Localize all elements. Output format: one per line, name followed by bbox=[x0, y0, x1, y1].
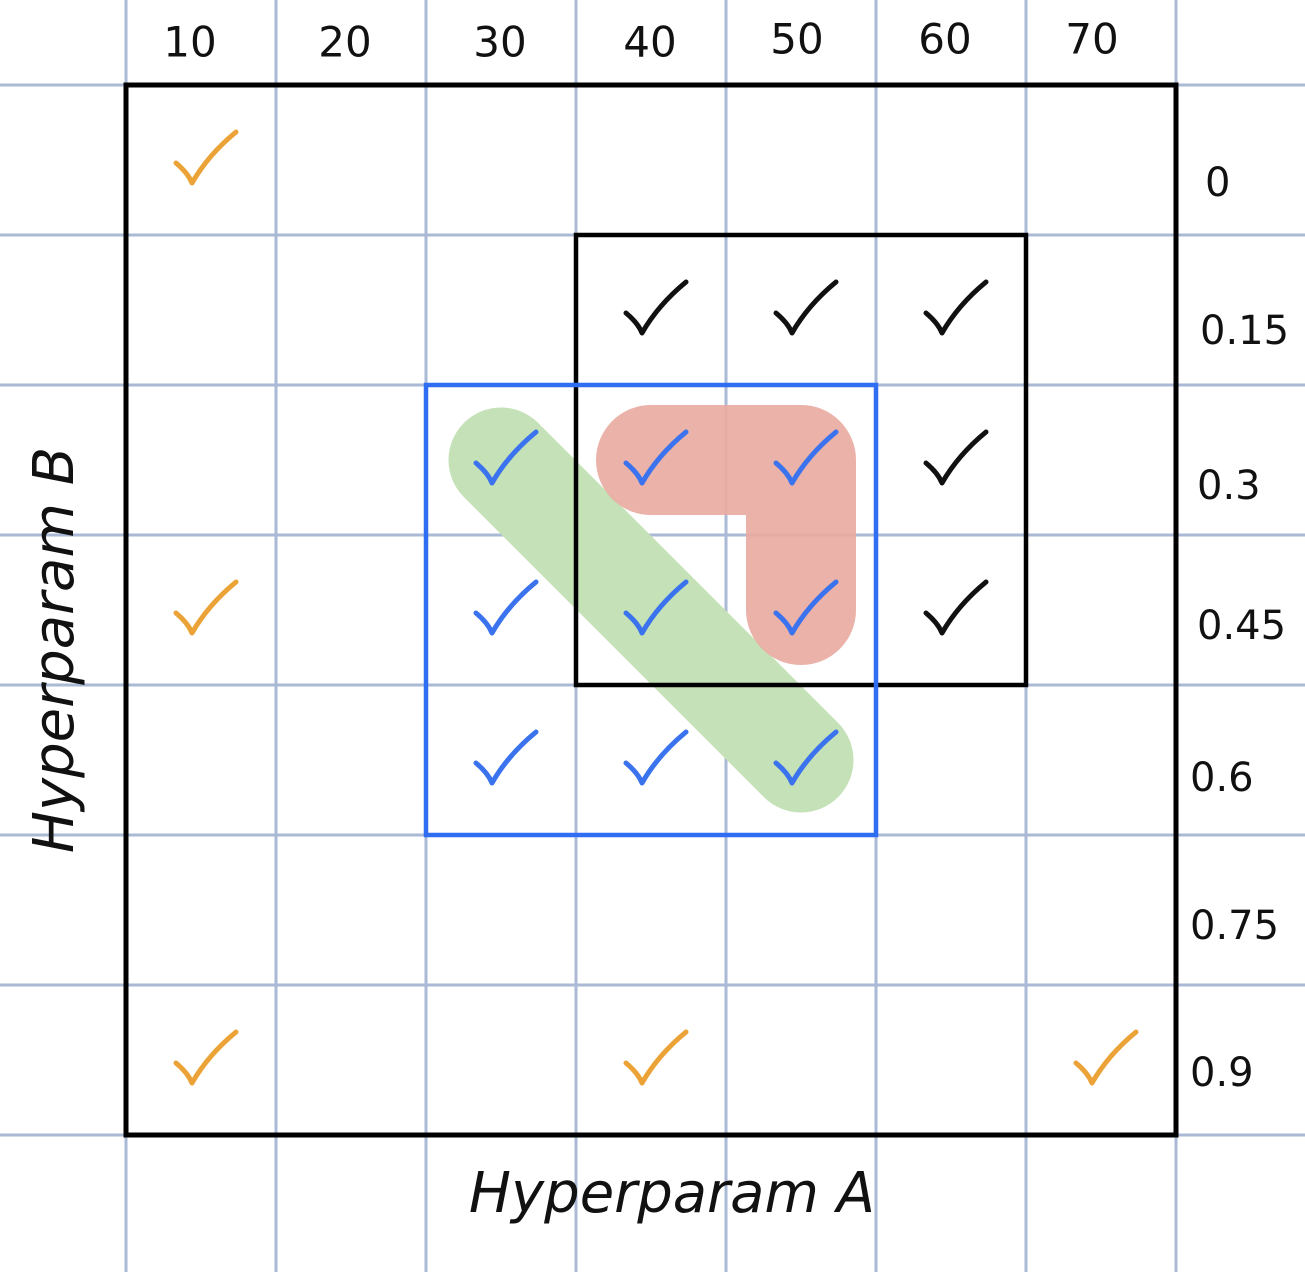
black-check-mark bbox=[923, 279, 989, 336]
black-check-mark bbox=[923, 429, 989, 486]
black-check-mark bbox=[923, 579, 989, 636]
column-label-60: 60 bbox=[918, 15, 971, 64]
row-labels: 0 0.15 0.3 0.45 0.6 0.75 0.9 bbox=[1190, 160, 1289, 1096]
orange-check-mark bbox=[1073, 1029, 1139, 1086]
row-label-0-75: 0.75 bbox=[1190, 903, 1279, 949]
row-label-0-3: 0.3 bbox=[1197, 463, 1261, 509]
row-label-0-6: 0.6 bbox=[1190, 755, 1254, 801]
x-axis-title: Hyperparam A bbox=[469, 1161, 875, 1226]
column-labels: 10 20 30 40 50 60 70 bbox=[163, 15, 1118, 67]
green-diagonal-highlight bbox=[448, 407, 854, 813]
orange-check-mark bbox=[173, 579, 239, 636]
column-label-20: 20 bbox=[318, 18, 371, 67]
blue-check-mark bbox=[773, 579, 839, 636]
blue-check-mark bbox=[623, 579, 689, 636]
row-label-0: 0 bbox=[1205, 160, 1230, 206]
highlight-strokes bbox=[448, 405, 856, 813]
row-label-0-45: 0.45 bbox=[1197, 603, 1286, 649]
blue-subgrid-box bbox=[423, 382, 879, 838]
black-check-mark bbox=[773, 279, 839, 336]
column-label-50: 50 bbox=[770, 15, 823, 64]
blue-check-mark bbox=[473, 729, 539, 786]
blue-check-mark bbox=[473, 579, 539, 636]
column-label-10: 10 bbox=[163, 18, 216, 67]
black-subgrid-box bbox=[573, 232, 1029, 688]
black-check-mark bbox=[623, 279, 689, 336]
check-marks bbox=[173, 129, 1139, 1086]
blue-check-mark bbox=[773, 729, 839, 786]
red-corner-highlight bbox=[596, 405, 856, 665]
orange-check-mark bbox=[173, 129, 239, 186]
column-label-30: 30 bbox=[473, 18, 526, 67]
blue-check-mark bbox=[473, 429, 539, 486]
blue-check-mark bbox=[623, 729, 689, 786]
column-label-70: 70 bbox=[1065, 15, 1118, 64]
blue-check-mark bbox=[773, 429, 839, 486]
y-axis-title: Hyperparam B bbox=[22, 447, 87, 853]
search-region-boxes bbox=[123, 82, 1179, 1138]
blue-check-mark bbox=[623, 429, 689, 486]
row-label-0-15: 0.15 bbox=[1200, 308, 1289, 354]
full-search-box bbox=[123, 82, 1179, 1138]
column-label-40: 40 bbox=[623, 18, 676, 67]
orange-check-mark bbox=[623, 1029, 689, 1086]
row-label-0-9: 0.9 bbox=[1190, 1050, 1254, 1096]
orange-check-mark bbox=[173, 1029, 239, 1086]
